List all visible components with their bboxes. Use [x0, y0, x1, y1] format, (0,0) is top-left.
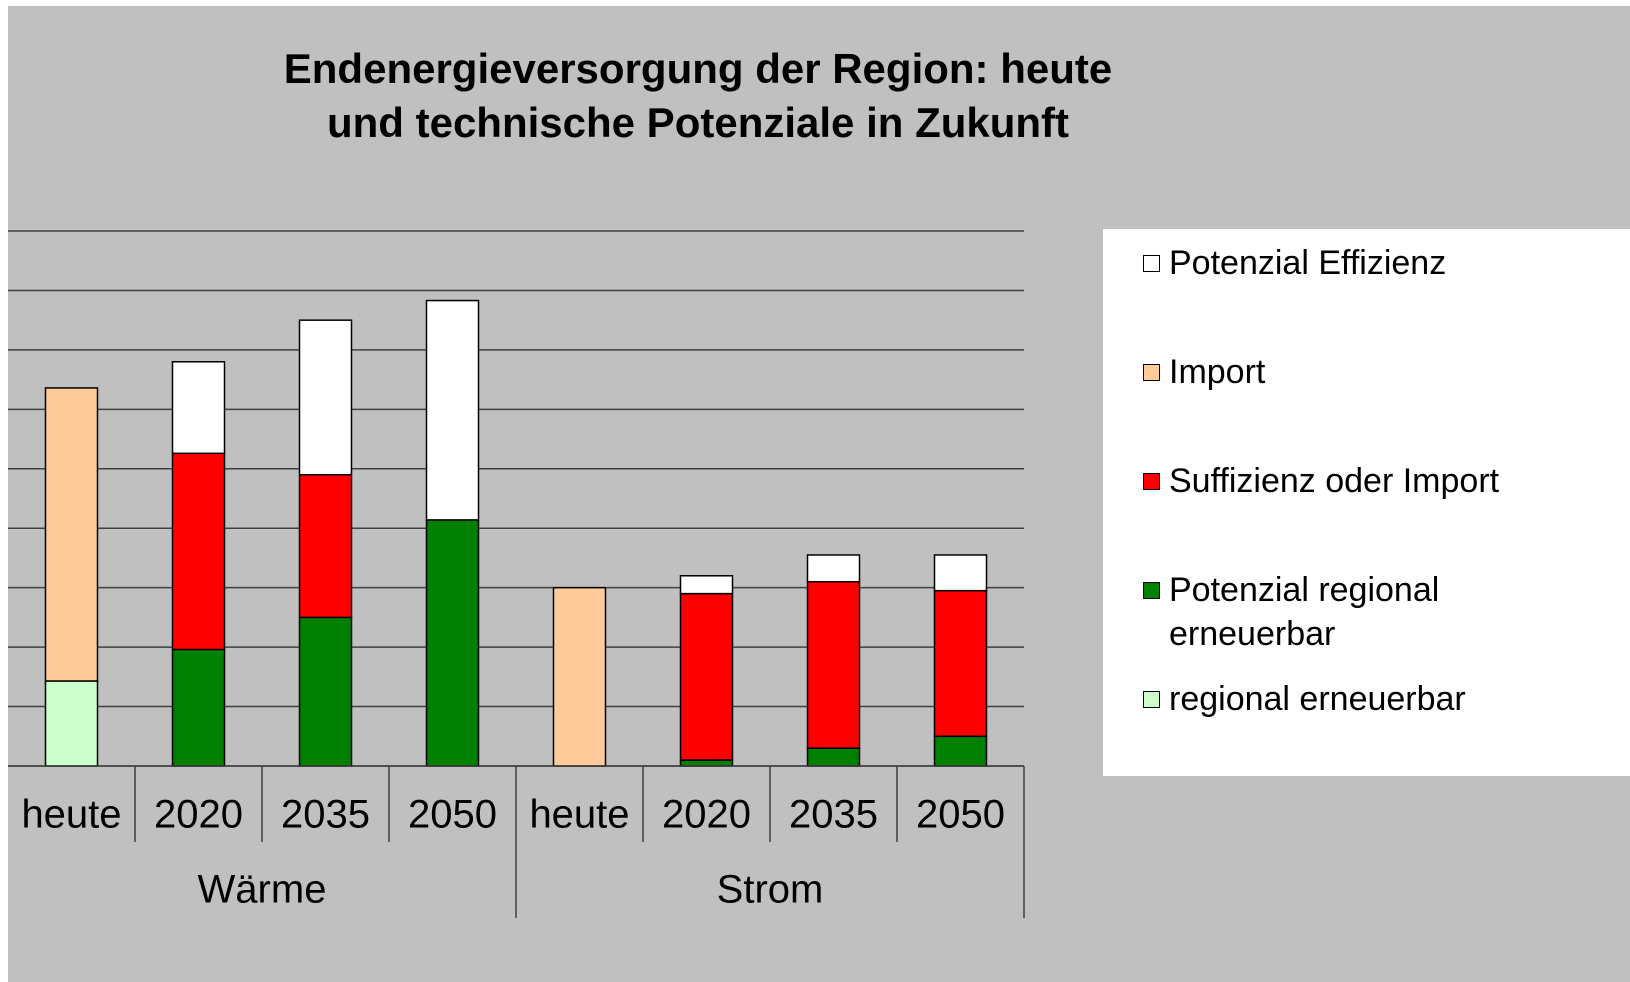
bar-segment: [298, 473, 353, 619]
x-tick-label: 2020: [154, 793, 243, 837]
legend-label: Potenzial regional erneuerbar: [1169, 571, 1440, 653]
bar-segment: [44, 387, 99, 682]
chart-title: Endenergieversorgung der Region: heute un…: [284, 45, 1112, 146]
legend-item: Potenzial regional erneuerbar: [1143, 568, 1569, 656]
bar-segment: [552, 586, 607, 767]
legend: Potenzial Effizienz Import Suffizienz oder…: [1103, 229, 1630, 776]
chart: Endenergieversorgung der Region: heute un…: [8, 45, 1112, 918]
legend-item: regional erneuerbar: [1143, 677, 1569, 721]
legend-swatch: [1143, 691, 1160, 708]
legend-item: Potenzial Effizienz: [1143, 241, 1569, 285]
x-tick-label: 2050: [408, 793, 497, 837]
bar-segment: [933, 589, 988, 738]
group-label: Strom: [717, 868, 824, 912]
bar-segment: [44, 680, 99, 767]
legend-label: Suffizienz oder Import: [1169, 462, 1500, 500]
legend-swatch: [1143, 364, 1160, 381]
legend-label: Import: [1169, 353, 1266, 391]
legend-label: Potenzial Effizienz: [1169, 244, 1447, 282]
bar-segment: [425, 519, 480, 767]
bar-segment: [806, 580, 861, 749]
bar-segment: [171, 452, 226, 651]
legend-label: regional erneuerbar: [1169, 680, 1466, 718]
bar-segment: [806, 554, 861, 583]
legend-swatch: [1143, 582, 1160, 599]
x-tick-label: 2050: [916, 793, 1005, 837]
bar-segment: [679, 575, 734, 595]
bar-segment: [679, 759, 734, 767]
bar-segment: [679, 592, 734, 761]
bar-segment: [933, 735, 988, 767]
legend-item: Suffizienz oder Import: [1143, 459, 1569, 503]
x-tick-label: 2020: [662, 793, 751, 837]
x-tick-label: heute: [21, 793, 121, 837]
legend-swatch: [1143, 255, 1160, 272]
x-tick-label: 2035: [789, 793, 878, 837]
x-tick-label: 2035: [281, 793, 370, 837]
bar-segment: [171, 648, 226, 767]
bar-segment: [298, 616, 353, 767]
legend-swatch: [1143, 473, 1160, 490]
x-tick-label: heute: [529, 793, 629, 837]
bar-segment: [806, 747, 861, 767]
bar-segment: [298, 319, 353, 476]
chart-area: Endenergieversorgung der Region: heute un…: [8, 6, 1630, 982]
bar-segment: [933, 554, 988, 592]
legend-item: Import: [1143, 350, 1569, 394]
bar-segment: [425, 299, 480, 521]
bar-segment: [171, 361, 226, 455]
group-label: Wärme: [198, 868, 327, 912]
